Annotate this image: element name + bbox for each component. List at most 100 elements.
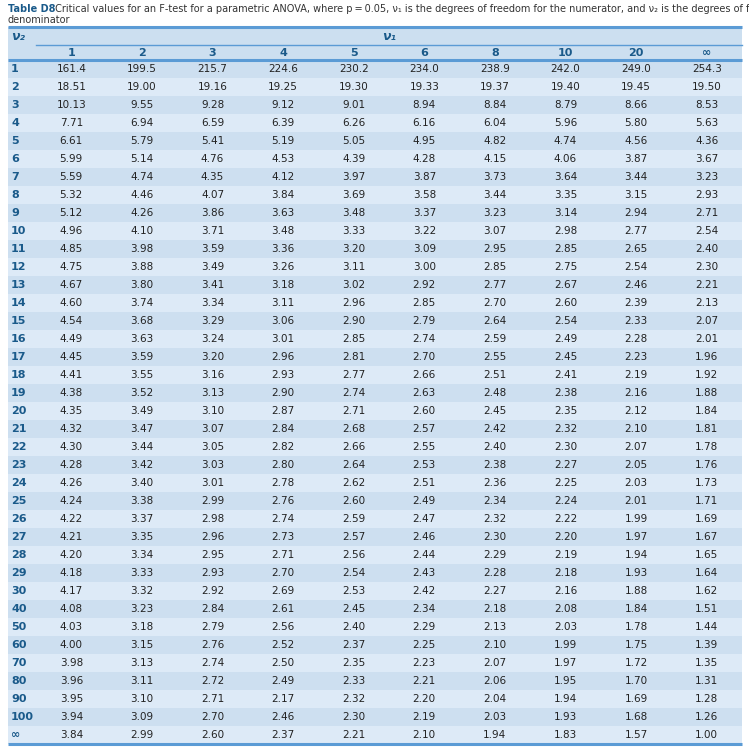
Text: 2.39: 2.39 <box>625 298 648 308</box>
Bar <box>8 222 742 240</box>
Text: 2.47: 2.47 <box>413 514 436 524</box>
Text: 2.56: 2.56 <box>271 622 294 632</box>
Text: 2.84: 2.84 <box>201 604 224 614</box>
Text: 2.20: 2.20 <box>554 532 577 542</box>
Text: 2.42: 2.42 <box>483 424 506 434</box>
Text: 3.38: 3.38 <box>130 496 154 506</box>
Text: 2.96: 2.96 <box>271 352 294 362</box>
Bar <box>8 168 742 186</box>
Text: 2.53: 2.53 <box>342 586 366 596</box>
Text: 2.54: 2.54 <box>695 226 718 236</box>
Text: 3.35: 3.35 <box>130 532 154 542</box>
Text: 2.67: 2.67 <box>554 280 577 290</box>
Text: 1.65: 1.65 <box>695 550 718 560</box>
Text: 29: 29 <box>11 568 27 578</box>
Text: 2.93: 2.93 <box>271 370 294 380</box>
Text: 13: 13 <box>11 280 26 290</box>
Text: 2.70: 2.70 <box>413 352 436 362</box>
Text: 1.95: 1.95 <box>554 676 577 686</box>
Text: 2.45: 2.45 <box>554 352 577 362</box>
Text: 17: 17 <box>11 352 26 362</box>
Text: 19.16: 19.16 <box>198 82 228 92</box>
Text: 2.79: 2.79 <box>413 316 436 326</box>
Text: 3.47: 3.47 <box>130 424 154 434</box>
Text: 234.0: 234.0 <box>410 64 439 74</box>
Text: 3.59: 3.59 <box>130 352 154 362</box>
Text: 2.19: 2.19 <box>625 370 648 380</box>
Text: 3.49: 3.49 <box>201 262 224 272</box>
Text: 1.93: 1.93 <box>625 568 648 578</box>
Text: 3.18: 3.18 <box>271 280 294 290</box>
Text: 5.32: 5.32 <box>60 190 83 200</box>
Text: 3.42: 3.42 <box>130 460 154 470</box>
Text: 2.30: 2.30 <box>342 712 366 722</box>
Text: 8.79: 8.79 <box>554 100 577 110</box>
Text: 2.53: 2.53 <box>413 460 436 470</box>
Text: 3.94: 3.94 <box>60 712 83 722</box>
Text: 9.28: 9.28 <box>201 100 224 110</box>
Text: 2.68: 2.68 <box>342 424 366 434</box>
Text: 2.13: 2.13 <box>695 298 718 308</box>
Text: 4.74: 4.74 <box>554 136 577 146</box>
Text: 3: 3 <box>209 47 216 58</box>
Text: 3.10: 3.10 <box>130 694 154 704</box>
Text: 4.06: 4.06 <box>554 154 577 164</box>
Bar <box>8 114 742 132</box>
Text: 4.45: 4.45 <box>60 352 83 362</box>
Text: 2.22: 2.22 <box>554 514 577 524</box>
Text: ∞: ∞ <box>11 730 20 740</box>
Text: 6.94: 6.94 <box>130 118 154 128</box>
Text: 2.92: 2.92 <box>201 586 224 596</box>
Text: 7: 7 <box>11 172 19 182</box>
Text: 3.35: 3.35 <box>554 190 577 200</box>
Text: 2.27: 2.27 <box>483 586 506 596</box>
Text: 1.88: 1.88 <box>695 388 718 398</box>
Bar <box>8 258 742 276</box>
Text: 249.0: 249.0 <box>621 64 651 74</box>
Bar <box>8 366 742 384</box>
Text: 1.84: 1.84 <box>695 406 718 416</box>
Text: 1.83: 1.83 <box>554 730 577 740</box>
Text: 2.40: 2.40 <box>342 622 366 632</box>
Text: 1.68: 1.68 <box>625 712 648 722</box>
Text: 2.32: 2.32 <box>483 514 506 524</box>
Text: 2.92: 2.92 <box>413 280 436 290</box>
Text: 2.62: 2.62 <box>342 478 366 488</box>
Text: 4.39: 4.39 <box>342 154 366 164</box>
Text: 4.24: 4.24 <box>60 496 83 506</box>
Text: 2.34: 2.34 <box>483 496 506 506</box>
Text: 18: 18 <box>11 370 26 380</box>
Text: Critical values for an F-test for a parametric ANOVA, where p = 0.05, ν₁ is the : Critical values for an F-test for a para… <box>52 4 749 14</box>
Text: 2.76: 2.76 <box>201 640 224 650</box>
Text: 2.75: 2.75 <box>554 262 577 272</box>
Text: 3.09: 3.09 <box>130 712 154 722</box>
Bar <box>8 528 742 546</box>
Text: 3.34: 3.34 <box>130 550 154 560</box>
Text: 100: 100 <box>11 712 34 722</box>
Bar <box>8 240 742 258</box>
Text: 9.01: 9.01 <box>342 100 366 110</box>
Text: 2.74: 2.74 <box>342 388 366 398</box>
Bar <box>8 330 742 348</box>
Text: 254.3: 254.3 <box>692 64 721 74</box>
Bar <box>8 348 742 366</box>
Text: 2.63: 2.63 <box>413 388 436 398</box>
Text: 18.51: 18.51 <box>56 82 86 92</box>
Text: 3.23: 3.23 <box>483 208 506 218</box>
Text: 1.94: 1.94 <box>554 694 577 704</box>
Text: 2.76: 2.76 <box>271 496 294 506</box>
Text: 3.11: 3.11 <box>130 676 154 686</box>
Bar <box>8 582 742 600</box>
Text: 4.46: 4.46 <box>130 190 154 200</box>
Text: 1.88: 1.88 <box>625 586 648 596</box>
Text: 4.30: 4.30 <box>60 442 83 452</box>
Text: 3.59: 3.59 <box>201 244 224 254</box>
Text: 2.54: 2.54 <box>554 316 577 326</box>
Text: 3.48: 3.48 <box>342 208 366 218</box>
Text: 3.98: 3.98 <box>60 658 83 668</box>
Text: 19: 19 <box>11 388 27 398</box>
Text: 2.46: 2.46 <box>625 280 648 290</box>
Bar <box>8 438 742 456</box>
Text: 1.70: 1.70 <box>625 676 648 686</box>
Text: 3.41: 3.41 <box>201 280 224 290</box>
